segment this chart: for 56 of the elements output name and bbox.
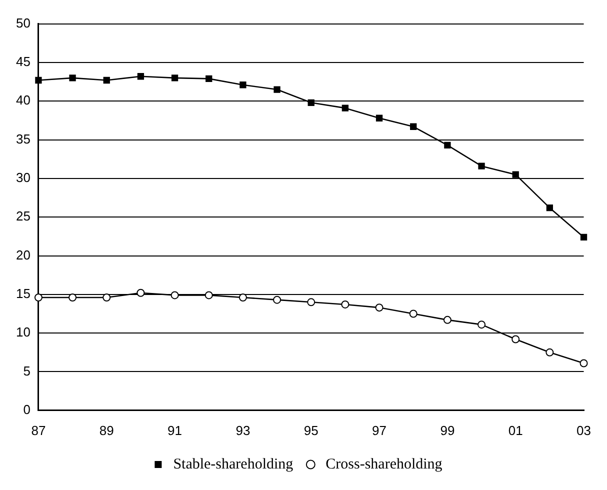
- y-tick-label: 25: [16, 208, 30, 224]
- point: [376, 114, 383, 122]
- point: [546, 348, 554, 356]
- point: [273, 296, 282, 304]
- x-tick-label: 99: [440, 422, 455, 438]
- point: [580, 234, 588, 241]
- point: [512, 335, 520, 344]
- y-tick-label: 20: [16, 247, 30, 262]
- point: [341, 300, 350, 308]
- point: [238, 294, 247, 302]
- y-tick-label: 5: [23, 363, 30, 378]
- y-tick-label: 30: [16, 170, 30, 186]
- point: [307, 298, 316, 306]
- point: [136, 288, 145, 297]
- point: [274, 86, 280, 93]
- y-tick-label: 50: [16, 15, 30, 30]
- point: [170, 291, 179, 300]
- point: [103, 76, 110, 84]
- point: [171, 74, 178, 82]
- y-tick-label: 15: [16, 286, 30, 301]
- point: [69, 74, 76, 82]
- x-tick-label: 89: [99, 422, 114, 438]
- point: [410, 123, 417, 130]
- point: [512, 171, 519, 178]
- y-tick-label: 10: [16, 324, 30, 340]
- point: [478, 162, 485, 170]
- point: [240, 82, 246, 88]
- y-tick-label: 35: [16, 131, 30, 146]
- point: [35, 76, 42, 84]
- x-tick-label: 95: [304, 422, 318, 438]
- point: [34, 294, 42, 302]
- legend-label: Stable-shareholding: [173, 456, 294, 472]
- y-tick-label: 40: [16, 92, 30, 108]
- point: [546, 204, 554, 212]
- y-tick-label: 0: [23, 402, 30, 417]
- y-tick-label: 45: [16, 54, 30, 70]
- x-tick-label: 97: [372, 422, 387, 438]
- x-tick-label: 93: [236, 422, 250, 438]
- point: [342, 104, 349, 112]
- point: [444, 142, 451, 149]
- point: [137, 73, 144, 80]
- point: [580, 359, 588, 368]
- point: [308, 99, 314, 106]
- x-tick-label: 91: [168, 422, 182, 438]
- point: [375, 304, 384, 312]
- point: [204, 291, 213, 300]
- point: [206, 75, 212, 82]
- point: [102, 294, 111, 302]
- x-tick-label: 01: [508, 422, 523, 438]
- point: [443, 316, 452, 324]
- x-tick-label: 03: [576, 422, 592, 438]
- point: [478, 320, 486, 329]
- point: [68, 294, 77, 302]
- point: [409, 310, 418, 318]
- x-tick-label: 87: [31, 422, 46, 438]
- legend-label: Cross-shareholding: [326, 456, 443, 472]
